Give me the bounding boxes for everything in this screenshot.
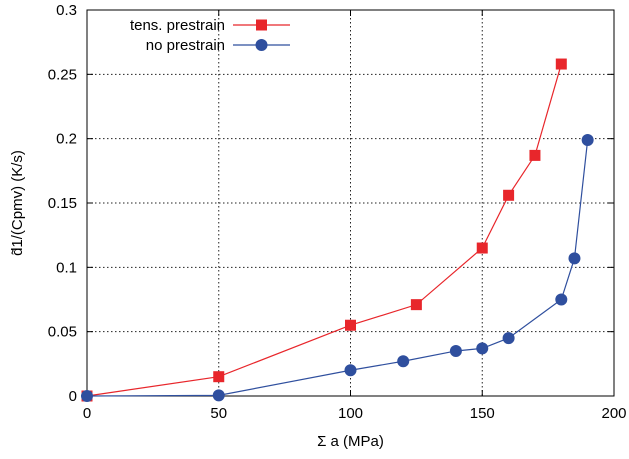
data-point <box>529 149 541 161</box>
x-tick-label: 150 <box>470 405 495 422</box>
data-point <box>212 389 225 402</box>
grid <box>87 10 614 396</box>
x-tick-label: 50 <box>210 405 227 422</box>
data-point <box>410 299 422 311</box>
data-point <box>81 390 93 402</box>
data-point <box>213 371 225 383</box>
y-tick-label: 0.1 <box>56 259 77 276</box>
data-point <box>345 319 356 331</box>
series-0 <box>81 58 567 402</box>
series-layer <box>81 58 594 402</box>
series-line <box>86 63 562 397</box>
axis-ticks: 0 50 100 150 200 0 0.05 0.1 0.15 0.2 0.25 0.3 <box>48 2 627 422</box>
x-axis-label: Σ a (MPa) <box>317 433 384 450</box>
legend-label: tens. prestrain <box>130 17 225 34</box>
y-tick-label: 0 <box>69 388 77 405</box>
series-line <box>86 139 589 397</box>
y-axis-label: d̃1/(Cpmv) (K/s) <box>9 150 26 256</box>
legend-marker <box>255 39 268 51</box>
data-point <box>502 332 515 345</box>
data-point <box>449 344 462 357</box>
legend-marker <box>256 19 267 31</box>
data-point <box>397 355 410 368</box>
legend: tens. prestrain no prestrain <box>130 17 290 54</box>
data-point <box>476 342 489 355</box>
y-tick-label: 0.05 <box>48 324 77 341</box>
series-1 <box>81 133 594 402</box>
legend-label: no prestrain <box>146 37 225 54</box>
x-tick-label: 100 <box>338 405 363 422</box>
data-point <box>476 242 488 254</box>
x-tick-label: 200 <box>601 405 626 422</box>
data-point <box>555 293 568 306</box>
data-point <box>344 364 357 377</box>
y-tick-label: 0.2 <box>56 131 77 148</box>
y-tick-label: 0.25 <box>48 66 77 83</box>
x-tick-label: 0 <box>83 405 91 422</box>
y-tick-label: 0.3 <box>56 2 77 19</box>
data-point <box>581 133 594 146</box>
data-point <box>568 252 581 265</box>
data-point <box>555 58 567 70</box>
data-point <box>503 189 515 201</box>
y-tick-label: 0.15 <box>48 195 77 212</box>
